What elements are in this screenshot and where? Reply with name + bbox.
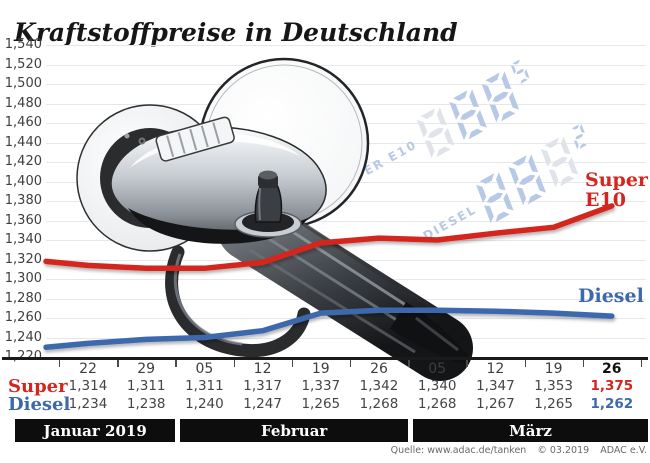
gridline bbox=[46, 64, 646, 66]
tick-separator bbox=[349, 360, 352, 367]
tick-separator bbox=[408, 360, 410, 367]
watermark-row: DIESEL bbox=[412, 122, 604, 259]
super-value-cell: 1,347 bbox=[476, 378, 515, 394]
super-e10-line-label: Super E10 bbox=[585, 169, 648, 211]
super-value-cell: 1,375 bbox=[590, 378, 634, 394]
super-value-cell: 1,314 bbox=[68, 378, 108, 394]
month-band-januar-2019: Januar 2019 bbox=[15, 419, 176, 442]
super-value-cell: 1,353 bbox=[534, 378, 573, 394]
super-value-cell: 1,311 bbox=[185, 378, 224, 394]
x-tick-label: 19 bbox=[311, 361, 330, 377]
source-org: ADAC e.V. bbox=[600, 445, 647, 456]
diesel-row-label: Diesel bbox=[8, 394, 71, 415]
diesel-value-cell: 1,238 bbox=[126, 396, 166, 412]
y-axis-label: 1,360 bbox=[4, 212, 42, 228]
diesel-value-cell: 1,247 bbox=[243, 396, 282, 412]
diesel-value-cell: 1,267 bbox=[476, 396, 515, 412]
super-value-cell: 1,340 bbox=[417, 378, 457, 394]
y-axis-label: 1,260 bbox=[4, 310, 42, 325]
y-axis-label: 1,440 bbox=[4, 134, 42, 150]
y-axis-label: 1,220 bbox=[0, 349, 42, 365]
x-tick-label: 12 bbox=[486, 361, 505, 377]
diesel-value-cell: 1,262 bbox=[590, 396, 634, 412]
seven-segment-digit bbox=[571, 123, 587, 150]
seven-segment-digit bbox=[510, 59, 530, 85]
x-tick-label: 22 bbox=[79, 361, 97, 377]
watermark-row: SUPER E10 bbox=[324, 57, 545, 210]
x-tick-label: 05 bbox=[428, 361, 447, 377]
diesel-value-cell: 1,234 bbox=[68, 396, 108, 412]
diesel-line-label: Diesel bbox=[578, 285, 644, 307]
tick-separator bbox=[640, 360, 643, 367]
y-axis-label: 1,300 bbox=[4, 271, 42, 286]
y-axis-label: 1,540 bbox=[4, 37, 42, 52]
vent-stripes bbox=[155, 116, 235, 162]
x-tick-label: 05 bbox=[195, 361, 214, 377]
tick-separator bbox=[291, 360, 294, 367]
diesel-value-cell: 1,240 bbox=[185, 396, 224, 412]
y-axis-label: 1,380 bbox=[4, 193, 42, 208]
y-axis-label: 1,520 bbox=[4, 56, 42, 72]
y-axis-label: 1,320 bbox=[4, 251, 42, 267]
x-tick-label: 29 bbox=[137, 361, 156, 377]
source-copyright: © 03.2019 bbox=[537, 445, 590, 456]
y-axis-label: 1,460 bbox=[4, 115, 42, 130]
super-value-cell: 1,317 bbox=[243, 378, 282, 394]
month-band-märz: März bbox=[413, 419, 648, 442]
seven-segment-digit bbox=[508, 154, 547, 206]
seven-segment-digit bbox=[416, 107, 455, 159]
seven-segment-digit bbox=[481, 71, 519, 123]
x-tick-label: 26 bbox=[370, 361, 388, 377]
page-title: Kraftstoffpreise in Deutschland bbox=[14, 17, 458, 47]
tick-separator bbox=[524, 360, 526, 367]
diesel-value-cell: 1,268 bbox=[417, 396, 457, 412]
x-tick-label: 19 bbox=[544, 361, 563, 377]
x-tick-label: 26 bbox=[602, 361, 622, 377]
y-axis-label: 1,480 bbox=[4, 95, 42, 111]
y-axis-label: 1,420 bbox=[4, 154, 42, 169]
gridline bbox=[46, 45, 646, 46]
y-axis-label: 1,280 bbox=[4, 290, 42, 306]
y-axis-label: 1,340 bbox=[4, 232, 42, 247]
y-axis-label: 1,400 bbox=[4, 173, 42, 189]
y-axis-label: 1,240 bbox=[4, 329, 42, 345]
tick-separator bbox=[466, 360, 468, 367]
seven-segment-digit bbox=[449, 89, 487, 141]
x-tick-label: 12 bbox=[253, 361, 272, 377]
x-axis-line bbox=[2, 357, 648, 360]
tick-separator bbox=[58, 360, 61, 367]
source-url: Quelle: www.adac.de/tanken bbox=[390, 445, 527, 456]
diesel-value-cell: 1,265 bbox=[534, 396, 573, 412]
y-axis-label: 1,500 bbox=[4, 76, 42, 91]
tick-separator bbox=[117, 360, 119, 367]
tick-separator bbox=[582, 360, 585, 367]
diesel-value-cell: 1,265 bbox=[301, 396, 341, 412]
super-value-cell: 1,337 bbox=[301, 378, 341, 394]
month-band-februar: Februar bbox=[180, 419, 409, 442]
screw-icon bbox=[124, 133, 130, 139]
tick-separator bbox=[175, 360, 177, 367]
super-value-cell: 1,342 bbox=[359, 378, 399, 394]
source-note: Quelle: www.adac.de/tanken © 03.2019 ADA… bbox=[383, 445, 647, 456]
tick-separator bbox=[233, 360, 235, 367]
diesel-value-cell: 1,268 bbox=[359, 396, 399, 412]
super-value-cell: 1,311 bbox=[126, 378, 166, 394]
super-row-label: Super bbox=[8, 376, 68, 397]
seven-segment-digit bbox=[540, 136, 579, 188]
